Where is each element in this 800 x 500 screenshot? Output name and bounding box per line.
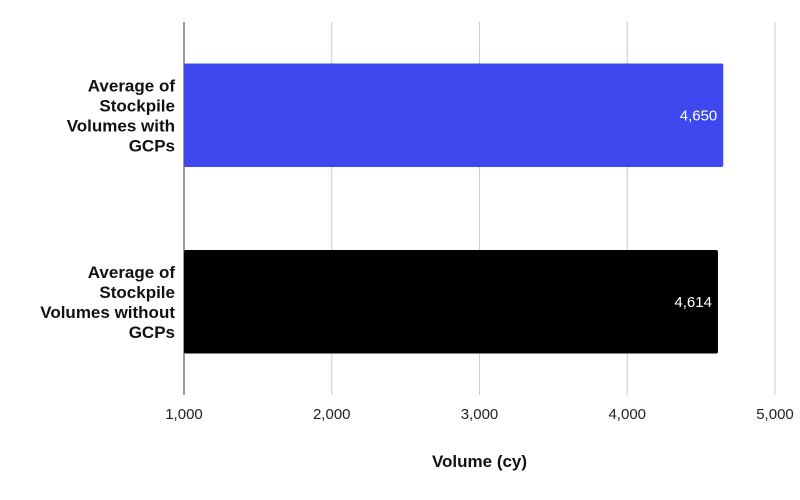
data-label: 4,650 [680, 107, 718, 124]
x-tick-label: 3,000 [461, 406, 499, 423]
category-label-line: Volumes with [67, 116, 175, 135]
category-label-line: Average of [88, 263, 176, 282]
x-tick-label: 4,000 [608, 406, 646, 423]
category-label-line: Average of [88, 76, 176, 95]
x-axis-title: Volume (cy) [432, 452, 527, 471]
x-tick-label: 5,000 [756, 406, 794, 423]
data-labels: 4,650 4,614 [674, 107, 717, 311]
x-tick-labels: 1,000 2,000 3,000 4,000 5,000 [165, 406, 794, 423]
category-label-line: GCPs [129, 323, 175, 342]
category-label: Average of Stockpile Volumes with GCPs [67, 76, 176, 155]
category-label: Average of Stockpile Volumes without GCPs [40, 263, 175, 342]
x-tick-label: 1,000 [165, 406, 203, 423]
bar [184, 63, 724, 168]
bar [184, 249, 718, 354]
bars [184, 63, 724, 354]
category-label-line: Stockpile [99, 96, 175, 115]
category-label-line: Stockpile [99, 283, 175, 302]
category-label-line: Volumes without [40, 303, 175, 322]
data-label: 4,614 [674, 294, 712, 311]
category-labels: Average of Stockpile Volumes with GCPsAvera… [40, 76, 175, 342]
category-label-line: GCPs [129, 136, 175, 155]
x-tick-label: 2,000 [313, 406, 351, 423]
